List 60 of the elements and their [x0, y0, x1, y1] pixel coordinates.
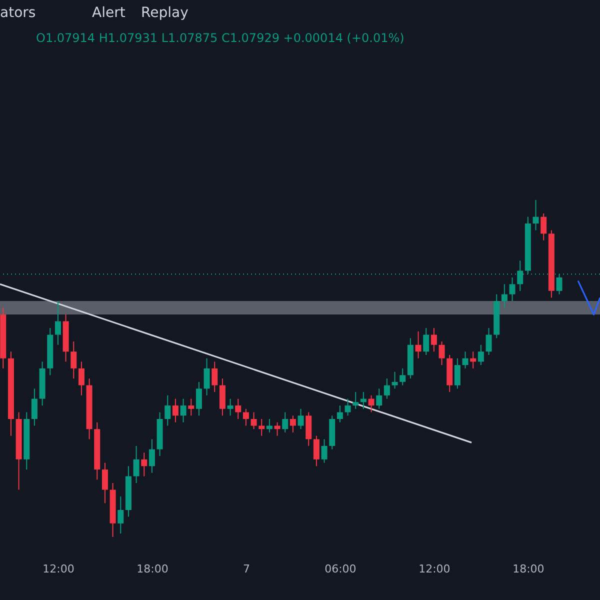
candlestick [392, 371, 398, 390]
candlestick [298, 408, 304, 430]
candlestick [423, 327, 430, 356]
x-tick-label: 12:00 [418, 562, 450, 576]
candlestick [70, 340, 77, 380]
candlestick [430, 327, 437, 352]
candlestick [188, 398, 194, 416]
candlestick [306, 412, 312, 446]
x-tick-label: 18:00 [512, 562, 544, 576]
candlestick [212, 361, 218, 393]
text: Replay [141, 5, 188, 21]
candlestick [242, 408, 249, 426]
candlestick [172, 398, 178, 423]
candlestick [486, 327, 492, 356]
candlestick [400, 368, 406, 386]
candlestick [219, 378, 226, 416]
candlestick [344, 398, 351, 416]
text: O1.07914 H1.07931 L1.07875 C1.07929 +0.00014 (+0.01%) [36, 31, 404, 45]
x-tick-label: 7 [242, 562, 250, 576]
x-tick-label: 18:00 [136, 562, 168, 576]
candlestick [509, 276, 516, 302]
candlestick [141, 452, 148, 477]
candlestick [54, 300, 61, 346]
candlestick [290, 415, 296, 433]
candlestick [204, 358, 210, 396]
candlestick [196, 381, 202, 416]
candlestick [102, 462, 108, 504]
candlestick [352, 392, 359, 410]
candlestick [336, 404, 343, 423]
candlestick [321, 438, 328, 464]
candlestick [501, 284, 508, 308]
candlestick [376, 388, 382, 410]
candlestick [133, 445, 140, 484]
candlestick [258, 418, 265, 436]
candlestick [148, 438, 155, 474]
candlestick [118, 496, 124, 534]
candlestick [282, 412, 288, 433]
candlestick [266, 418, 272, 433]
candlestick [235, 398, 242, 420]
x-tick-label: 12:00 [42, 562, 74, 576]
text: Alert [92, 5, 126, 21]
candlestick [532, 199, 539, 231]
candlestick [164, 394, 171, 426]
candlestick [384, 378, 390, 400]
candlestick [250, 412, 257, 430]
candlestick [180, 398, 186, 423]
candlestick [462, 351, 468, 369]
candlestick [227, 398, 234, 416]
x-tick-label: 06:00 [324, 562, 356, 576]
candlestick [313, 435, 320, 467]
candlestick [31, 388, 38, 426]
candlestick [78, 361, 84, 396]
text: ators [0, 5, 36, 21]
candlestick [438, 340, 445, 366]
candlestick [454, 358, 460, 390]
candlestick [478, 344, 484, 366]
candlestick [274, 422, 280, 436]
candlestick [368, 394, 374, 413]
candlestick [415, 330, 422, 359]
candlestick [540, 212, 547, 241]
